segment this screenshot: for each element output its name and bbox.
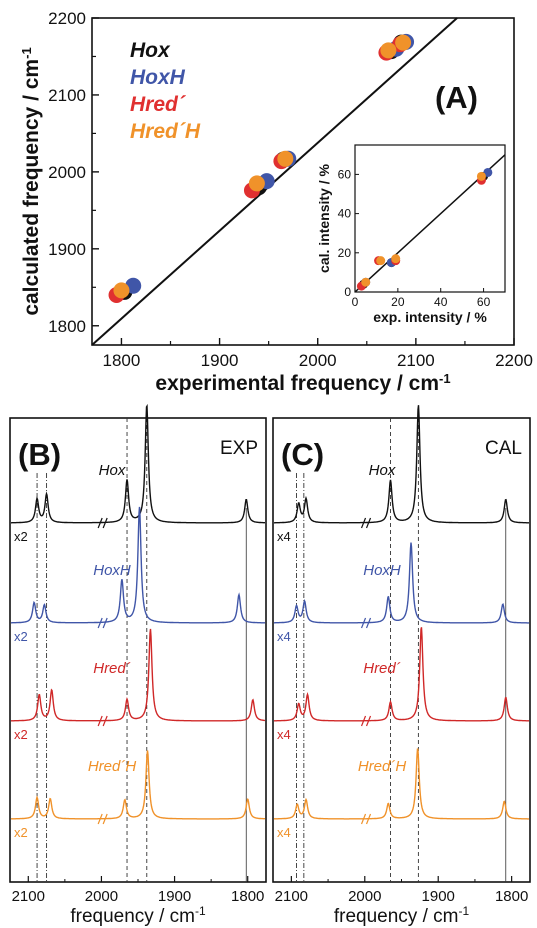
axis-break-mark xyxy=(102,715,108,727)
scale-factor-label: x4 xyxy=(277,629,291,644)
legend-entry: Hred´ xyxy=(130,93,187,116)
panel-a: 1800180019001900200020002100210022002200… xyxy=(19,9,533,395)
axis-break-mark xyxy=(102,813,108,825)
scale-factor-label: x2 xyxy=(14,825,28,840)
x-tick-label: 1800 xyxy=(231,888,264,905)
inset-x-tick-label: 20 xyxy=(391,295,405,309)
panel-label-a: (A) xyxy=(435,80,478,115)
scale-factor-label: x2 xyxy=(14,629,28,644)
axis-break-mark xyxy=(97,617,103,629)
x-tick-label: 2100 xyxy=(397,351,435,370)
trace-label: Hox xyxy=(369,462,396,479)
spectrum-trace xyxy=(11,403,265,524)
legend-entry: HoxH xyxy=(130,66,186,89)
x-tick-label: 1800 xyxy=(103,351,141,370)
trace-label: Hred´ xyxy=(363,660,401,677)
inset-data-point xyxy=(361,277,371,287)
trace-label: Hred´H xyxy=(88,758,137,775)
spectrum-trace xyxy=(11,750,265,820)
x-tick-label: 1800 xyxy=(495,888,528,905)
spectrum-trace xyxy=(274,405,529,524)
trace-label: Hred´H xyxy=(358,758,407,775)
inset-x-tick-label: 40 xyxy=(434,295,448,309)
inset-data-point xyxy=(391,254,401,264)
spectrum-trace xyxy=(274,542,529,624)
scale-factor-label: x2 xyxy=(14,727,28,742)
y-tick-label: 1900 xyxy=(48,240,86,259)
axis-break-mark xyxy=(365,813,372,825)
x-tick-label: 1900 xyxy=(201,351,239,370)
scale-factor-label: x2 xyxy=(14,529,28,544)
panel-b: x2 Hox x2 HoxH x2 Hred´ x2 Hred´H 2100 2000 1900 18… xyxy=(9,403,267,927)
spectrum-trace xyxy=(11,506,265,624)
x-tick-label: 1900 xyxy=(422,888,455,905)
inset-y-axis-label: cal. intensity / % xyxy=(316,163,332,272)
frame xyxy=(272,417,531,883)
axis-break-mark xyxy=(365,517,372,529)
x-axis-label: frequency / cm-1 xyxy=(70,904,206,927)
spectrum-trace xyxy=(11,628,266,722)
scale-factor-label: x4 xyxy=(277,727,291,742)
y-tick-label: 1800 xyxy=(48,317,86,336)
data-point xyxy=(380,42,397,59)
inset-y-tick-label: 40 xyxy=(338,207,352,221)
scale-factor-label: x4 xyxy=(277,825,291,840)
x-tick-label: 2000 xyxy=(85,888,118,905)
axis-break-mark xyxy=(360,517,367,529)
x-tick-label: 2100 xyxy=(275,888,308,905)
inset-x-tick-label: 0 xyxy=(352,295,359,309)
data-point xyxy=(248,175,265,192)
scale-factor-label: x4 xyxy=(277,529,291,544)
spectrum-trace xyxy=(274,748,529,820)
inset-x-axis-label: exp. intensity / % xyxy=(373,309,487,325)
data-point xyxy=(277,150,294,167)
x-axis-label: frequency / cm-1 xyxy=(334,904,470,927)
panel-a-frame xyxy=(91,17,515,346)
x-tick-label: 2200 xyxy=(495,351,533,370)
panel-c: x4 Hox x4 HoxH x4 Hred´ x4 Hred´H 2100 2000 1900 18… xyxy=(272,405,531,927)
axis-break-mark xyxy=(365,715,372,727)
axis-break-mark xyxy=(360,715,367,727)
axis-break-mark xyxy=(365,617,372,629)
corner-label: CAL xyxy=(485,438,522,459)
y-tick-label: 2000 xyxy=(48,163,86,182)
trace-label: Hox xyxy=(99,462,126,479)
x-tick-label: 1900 xyxy=(158,888,191,905)
trace-label: Hred´ xyxy=(93,660,131,677)
axis-break-mark xyxy=(97,517,103,529)
y-axis-label: calculated frequency / cm-1 xyxy=(19,47,44,315)
frame xyxy=(9,417,267,883)
data-point xyxy=(395,34,412,51)
panel-label: (C) xyxy=(281,437,324,472)
x-tick-label: 2000 xyxy=(299,351,337,370)
y-tick-label: 2200 xyxy=(48,9,86,28)
inset-data-point xyxy=(376,256,386,266)
x-tick-label: 2000 xyxy=(348,888,381,905)
axis-break-mark xyxy=(102,617,108,629)
legend-entry: Hox xyxy=(130,39,171,62)
trace-label: HoxH xyxy=(93,562,131,579)
y-tick-label: 2100 xyxy=(48,86,86,105)
axis-break-mark xyxy=(97,813,103,825)
legend-entry: Hred´H xyxy=(130,120,201,143)
inset-data-point xyxy=(476,171,486,181)
x-axis-label: experimental frequency / cm-1 xyxy=(155,371,450,396)
axis-break-mark xyxy=(97,715,103,727)
inset-x-tick-label: 60 xyxy=(477,295,491,309)
x-tick-label: 2100 xyxy=(12,888,45,905)
trace-label: HoxH xyxy=(363,562,401,579)
inset-y-tick-label: 0 xyxy=(344,285,351,299)
inset-y-tick-label: 60 xyxy=(338,167,352,181)
panel-label: (B) xyxy=(18,437,61,472)
axis-break-mark xyxy=(360,617,367,629)
inset-frame xyxy=(354,144,506,293)
axis-break-mark xyxy=(360,813,367,825)
axis-break-mark xyxy=(102,517,108,529)
corner-label: EXP xyxy=(220,438,258,459)
data-point xyxy=(113,282,130,299)
spectrum-trace xyxy=(274,627,529,722)
inset-y-tick-label: 20 xyxy=(338,246,352,260)
